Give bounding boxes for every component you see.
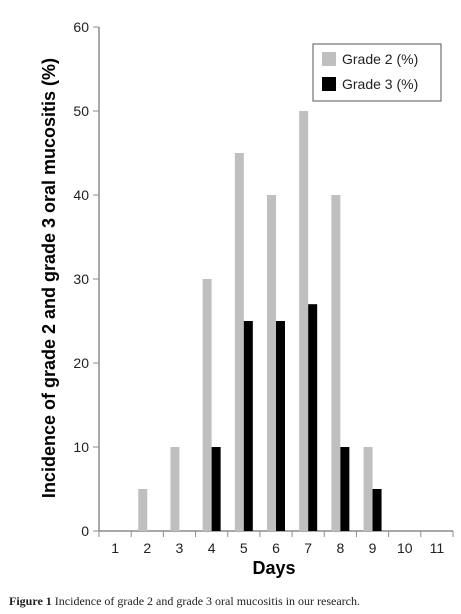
y-tick-label: 30: [73, 271, 89, 287]
bar-grade-3: [211, 447, 221, 531]
figure-caption: Figure 1 Incidence of grade 2 and grade …: [9, 594, 360, 609]
y-axis-title: Incidence of grade 2 and grade 3 oral mu…: [39, 58, 59, 498]
bar-grade-2: [138, 489, 148, 531]
x-tick-label: 8: [336, 540, 344, 556]
bar-grade-2: [267, 195, 276, 531]
bar-grade-3: [308, 304, 318, 531]
y-tick-label: 20: [73, 355, 89, 371]
figure-caption-text: Incidence of grade 2 and grade 3 oral mu…: [54, 594, 360, 608]
x-tick-label: 5: [240, 540, 248, 556]
legend-swatch-grade-2: [322, 52, 336, 66]
y-tick-label: 40: [73, 187, 89, 203]
x-tick-label: 2: [143, 540, 151, 556]
x-tick-label: 7: [304, 540, 312, 556]
bar-grade-2: [202, 279, 212, 531]
x-tick-label: 9: [369, 540, 377, 556]
x-tick-label: 11: [430, 540, 445, 556]
x-tick-label: 1: [111, 540, 119, 556]
legend-label-grade-2: Grade 2 (%): [342, 51, 418, 67]
axes: [93, 26, 454, 537]
bar-grade-2: [299, 111, 309, 531]
bar-grade-2: [363, 447, 373, 531]
x-axis-title: Days: [252, 558, 295, 578]
figure-caption-label: Figure 1: [9, 594, 52, 608]
y-tick-label: 50: [73, 103, 89, 119]
bar-grade-2: [170, 447, 180, 531]
legend-swatch-grade-3: [322, 77, 336, 91]
bar-grade-2: [234, 153, 244, 531]
bar-grade-3: [276, 321, 285, 531]
tick-labels: 0 10 20 30 40 50 60 1 2 3 4 5 6 7 8 9 10 11: [73, 19, 444, 556]
bar-grade-3: [243, 321, 253, 531]
x-tick-label: 3: [176, 540, 184, 556]
x-tick-label: 6: [272, 540, 280, 556]
bar-grade-2: [331, 195, 341, 531]
x-tick-label: 4: [208, 540, 216, 556]
legend-label-grade-3: Grade 3 (%): [342, 76, 418, 92]
legend: Grade 2 (%) Grade 3 (%): [312, 43, 442, 102]
bar-grade-3: [372, 489, 382, 531]
bars: [138, 111, 382, 531]
y-tick-label: 10: [73, 439, 89, 455]
bar-grade-3: [340, 447, 350, 531]
x-tick-label: 10: [397, 540, 413, 556]
y-tick-label: 60: [73, 19, 89, 35]
bar-chart: 0 10 20 30 40 50 60 1 2 3 4 5 6 7 8 9 10 11 Incidence of …: [39, 19, 454, 578]
y-tick-label: 0: [81, 523, 89, 539]
